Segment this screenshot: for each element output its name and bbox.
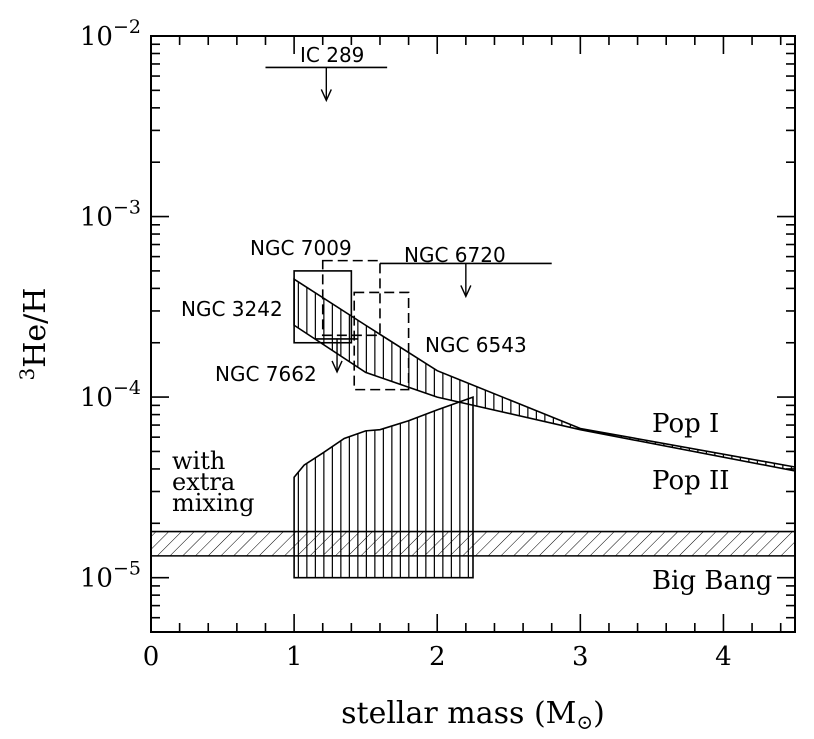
annotation-pop1: Pop I xyxy=(652,409,719,439)
box-ngc-3242 xyxy=(293,270,353,344)
y-tick-label: 10−2 xyxy=(80,16,141,52)
ticks-layer xyxy=(150,35,795,633)
annotation-ngc6543: NGC 6543 xyxy=(425,333,527,357)
x-tick-label: 2 xyxy=(429,642,446,672)
annotation-ngc7662: NGC 7662 xyxy=(215,362,317,386)
annotation-ic289: IC 289 xyxy=(300,43,364,67)
annotation-ngc3242: NGC 3242 xyxy=(181,297,283,321)
bands-layer xyxy=(151,277,795,579)
band-pop-i-outline xyxy=(293,277,795,472)
objects-layer xyxy=(265,66,552,391)
annotation-bigbang: Big Bang xyxy=(652,566,772,596)
x-tick-label: 3 xyxy=(572,642,589,672)
band-big-bang-fill xyxy=(151,531,795,556)
annotation-ngc6720: NGC 6720 xyxy=(404,243,506,267)
y-tick-label: 10−3 xyxy=(80,197,141,233)
band-big-bang-outline xyxy=(151,530,795,557)
annotation-extra: extra xyxy=(172,468,235,496)
annotation-pop2: Pop II xyxy=(652,466,730,496)
band-with-extra-mixing-outline xyxy=(293,395,474,579)
y-axis-label: 3He/H xyxy=(15,288,53,381)
x-axis-label: stellar mass (M⊙) xyxy=(341,696,605,734)
y-tick-label: 10−4 xyxy=(80,377,141,413)
x-tick-label: 0 xyxy=(143,642,160,672)
box-ngc-7009 xyxy=(321,259,381,337)
plot-frame xyxy=(150,35,796,633)
y-tick-label: 10−5 xyxy=(80,558,141,594)
limit-ngc-6720-arrow-head xyxy=(460,285,472,299)
annotation-with: with xyxy=(172,447,225,475)
annotation-mixing: mixing xyxy=(172,489,254,517)
x-tick-label: 4 xyxy=(715,642,732,672)
y-tick-labels: 10−5 10−4 10−3 10−2 xyxy=(80,16,141,594)
limit-ic-289-arrow-head xyxy=(320,89,332,103)
limit-ngc-7662-arrow-head xyxy=(331,360,343,374)
x-tick-label: 1 xyxy=(286,642,303,672)
annotation-ngc7009: NGC 7009 xyxy=(250,236,352,260)
x-tick-labels: 0 1 2 3 4 xyxy=(143,642,732,672)
